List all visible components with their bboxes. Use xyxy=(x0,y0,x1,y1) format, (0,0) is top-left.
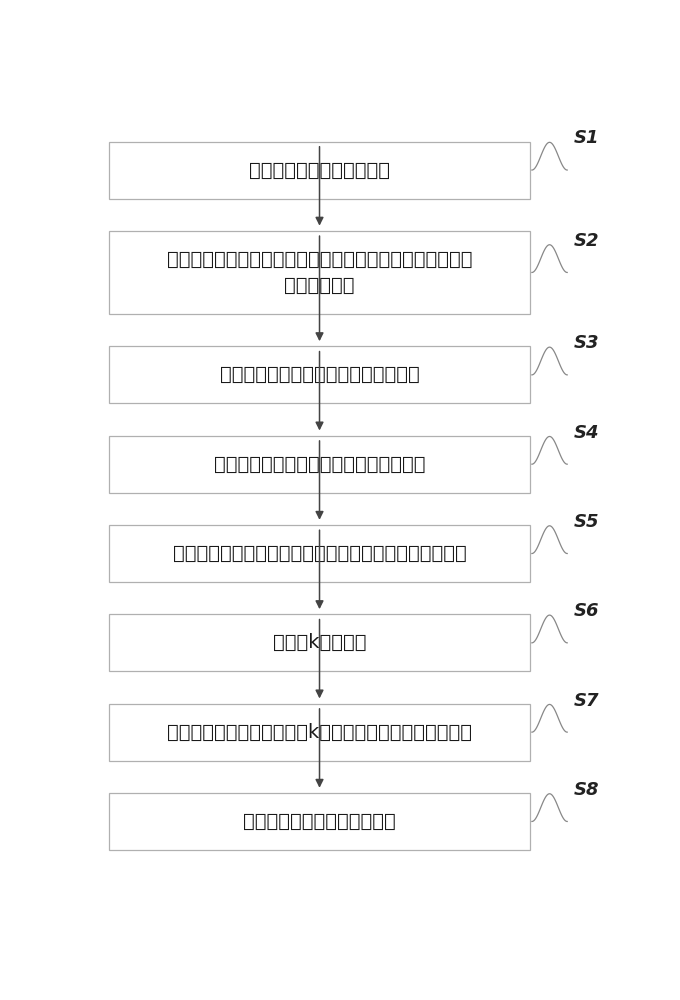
FancyBboxPatch shape xyxy=(109,704,530,761)
FancyBboxPatch shape xyxy=(109,525,530,582)
FancyBboxPatch shape xyxy=(109,614,530,671)
Text: 在石墨烯沟道层上形成源电极及漏电极: 在石墨烯沟道层上形成源电极及漏电极 xyxy=(220,365,420,384)
Text: 形成高k栅介质层: 形成高k栅介质层 xyxy=(273,633,367,652)
Text: S8: S8 xyxy=(573,781,599,799)
FancyBboxPatch shape xyxy=(109,142,530,199)
Text: S5: S5 xyxy=(573,513,599,531)
Text: 提供基片，对基片进行清洗: 提供基片，对基片进行清洗 xyxy=(249,161,390,180)
Text: S2: S2 xyxy=(573,232,599,250)
FancyBboxPatch shape xyxy=(109,436,530,493)
Text: S4: S4 xyxy=(573,424,599,442)
Text: 在基片的背面形成第二栅电极: 在基片的背面形成第二栅电极 xyxy=(243,812,396,831)
Text: 预刻蚀基片的正面，将基片进行退火处理，在基片正面形成
石墨烯沟道层: 预刻蚀基片的正面，将基片进行退火处理，在基片正面形成 石墨烯沟道层 xyxy=(167,250,473,295)
Text: S3: S3 xyxy=(573,334,599,352)
Text: 去除源电极及漏电极外围的石墨烯沟道层: 去除源电极及漏电极外围的石墨烯沟道层 xyxy=(214,455,425,474)
FancyBboxPatch shape xyxy=(109,231,530,314)
Text: 在源电极及漏电极之间的高k栅介质层之间形成第一栅电极: 在源电极及漏电极之间的高k栅介质层之间形成第一栅电极 xyxy=(167,723,472,742)
FancyBboxPatch shape xyxy=(109,793,530,850)
Text: S7: S7 xyxy=(573,692,599,710)
FancyBboxPatch shape xyxy=(109,346,530,403)
Text: 对石墨烯沟道层进行表面功能化处理或等离子体物理吸附: 对石墨烯沟道层进行表面功能化处理或等离子体物理吸附 xyxy=(173,544,466,563)
Text: S1: S1 xyxy=(573,129,599,147)
Text: S6: S6 xyxy=(573,602,599,620)
